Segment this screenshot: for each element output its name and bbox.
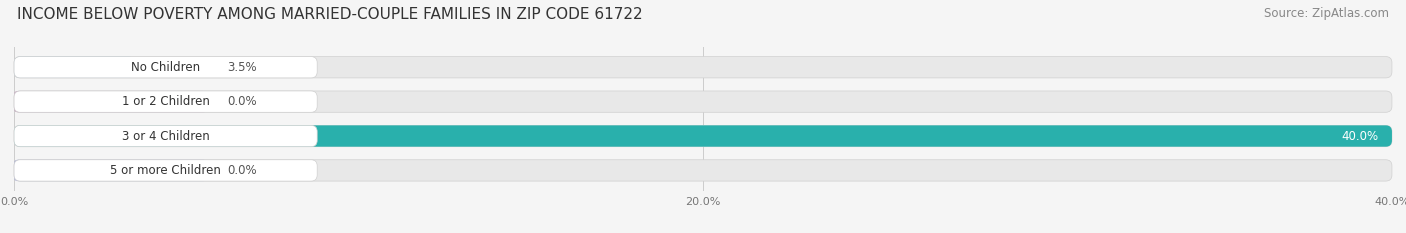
Text: 3 or 4 Children: 3 or 4 Children — [122, 130, 209, 143]
FancyBboxPatch shape — [14, 57, 318, 78]
Text: 1 or 2 Children: 1 or 2 Children — [122, 95, 209, 108]
FancyBboxPatch shape — [14, 91, 1392, 112]
Text: 40.0%: 40.0% — [1341, 130, 1378, 143]
Text: 0.0%: 0.0% — [228, 95, 257, 108]
FancyBboxPatch shape — [14, 125, 1392, 147]
FancyBboxPatch shape — [14, 160, 207, 181]
FancyBboxPatch shape — [14, 91, 207, 112]
FancyBboxPatch shape — [14, 57, 1392, 78]
Text: 3.5%: 3.5% — [228, 61, 257, 74]
FancyBboxPatch shape — [14, 160, 318, 181]
FancyBboxPatch shape — [14, 91, 318, 112]
Text: 0.0%: 0.0% — [228, 164, 257, 177]
FancyBboxPatch shape — [14, 57, 135, 78]
Text: 5 or more Children: 5 or more Children — [110, 164, 221, 177]
FancyBboxPatch shape — [14, 160, 1392, 181]
FancyBboxPatch shape — [14, 125, 318, 147]
Text: No Children: No Children — [131, 61, 200, 74]
FancyBboxPatch shape — [14, 125, 1392, 147]
Text: Source: ZipAtlas.com: Source: ZipAtlas.com — [1264, 7, 1389, 20]
Text: INCOME BELOW POVERTY AMONG MARRIED-COUPLE FAMILIES IN ZIP CODE 61722: INCOME BELOW POVERTY AMONG MARRIED-COUPL… — [17, 7, 643, 22]
